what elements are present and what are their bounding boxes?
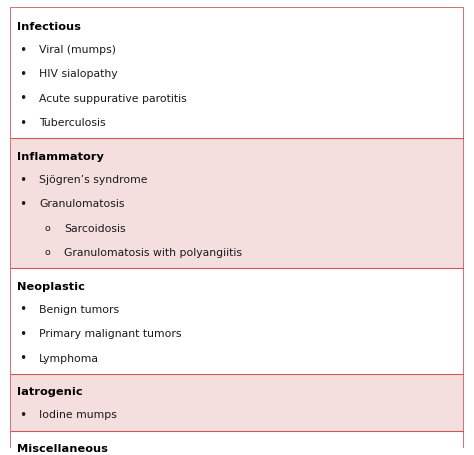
Text: Neoplastic: Neoplastic	[17, 282, 84, 292]
Text: HIV sialopathy: HIV sialopathy	[39, 70, 118, 80]
Bar	[11, 138, 463, 268]
Text: Tuberculosis: Tuberculosis	[39, 118, 106, 128]
Text: •: •	[19, 303, 27, 316]
Text: Infectious: Infectious	[17, 22, 81, 32]
Text: Inflammatory: Inflammatory	[17, 152, 103, 162]
Bar	[11, 268, 463, 374]
Text: Primary malignant tumors: Primary malignant tumors	[39, 329, 182, 339]
Text: Iatrogenic: Iatrogenic	[17, 387, 82, 397]
Text: •: •	[19, 198, 27, 211]
Text: Acute suppurative parotitis: Acute suppurative parotitis	[39, 94, 187, 104]
Bar	[11, 430, 463, 455]
Text: •: •	[19, 44, 27, 57]
Text: •: •	[19, 328, 27, 341]
Text: •: •	[19, 116, 27, 130]
Text: Benign tumors: Benign tumors	[39, 305, 119, 315]
Text: Sarcoidosis: Sarcoidosis	[64, 224, 126, 234]
Text: Lymphoma: Lymphoma	[39, 354, 99, 364]
Bar	[11, 8, 463, 138]
Text: •: •	[19, 352, 27, 365]
Bar	[11, 374, 463, 430]
Text: Iodine mumps: Iodine mumps	[39, 410, 117, 420]
Text: Granulomatosis with polyangiitis: Granulomatosis with polyangiitis	[64, 248, 242, 258]
Text: Miscellaneous: Miscellaneous	[17, 444, 108, 454]
Text: Viral (mumps): Viral (mumps)	[39, 45, 116, 55]
Text: •: •	[19, 92, 27, 105]
Text: •: •	[19, 173, 27, 187]
Text: o: o	[45, 248, 50, 258]
Text: o: o	[45, 224, 50, 233]
Text: Granulomatosis: Granulomatosis	[39, 199, 124, 209]
Text: •: •	[19, 409, 27, 422]
Text: Sjögren’s syndrome: Sjögren’s syndrome	[39, 175, 147, 185]
Text: •: •	[19, 68, 27, 81]
